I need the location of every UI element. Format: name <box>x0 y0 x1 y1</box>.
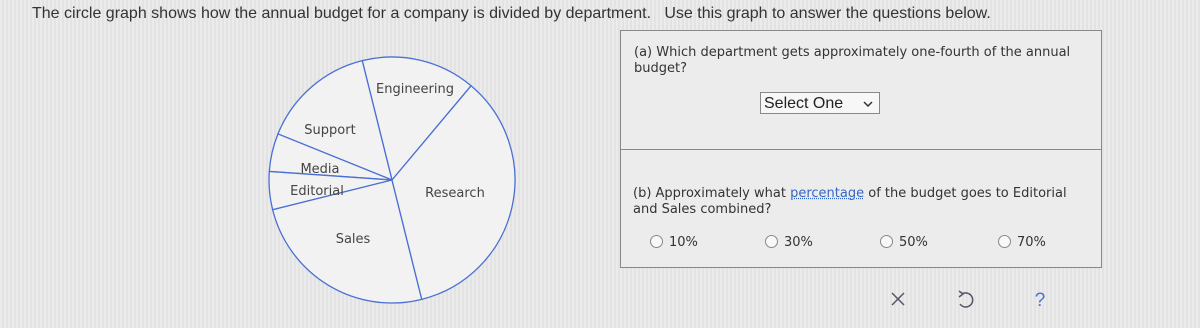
radio-option[interactable]: 70% <box>998 235 1046 250</box>
option-label: 30% <box>784 235 813 250</box>
instructions: The circle graph shows how the annual bu… <box>32 5 991 23</box>
clear-button[interactable] <box>891 292 905 306</box>
question-b: (b) Approximately what percentage of the… <box>633 186 1073 218</box>
slice-label: Research <box>425 186 485 201</box>
pie-slice <box>361 56 472 182</box>
select-dropdown[interactable]: Select One <box>760 92 880 114</box>
option-label: 10% <box>669 235 698 250</box>
instructions-text: Use this graph to answer the questions b… <box>664 5 991 22</box>
slice-label: Engineering <box>376 82 454 97</box>
help-button[interactable]: ? <box>1035 290 1046 311</box>
slice-label: Media <box>300 162 339 177</box>
glossary-link[interactable]: percentage <box>790 186 865 201</box>
option-label: 70% <box>1017 235 1046 250</box>
slice-label: Editorial <box>290 184 344 199</box>
slice-label: Support <box>304 123 355 138</box>
divider <box>621 149 1101 150</box>
pie-slice <box>391 84 516 301</box>
toolbar: ? <box>891 290 1046 311</box>
instructions-text: The circle graph shows how the annual bu… <box>32 5 652 22</box>
pie-slice <box>277 59 393 182</box>
pie-chart: Engineering Support Media Editorial Sales Res… <box>268 56 516 304</box>
radio-button[interactable] <box>765 235 778 248</box>
question-panel <box>620 30 1102 268</box>
radio-button[interactable] <box>998 235 1011 248</box>
pie-slice <box>271 179 423 304</box>
prompt-text: (b) Approximately what <box>633 186 786 201</box>
radio-option[interactable]: 10% <box>650 235 698 250</box>
prompt-text: of the budget goes to Editorial and Sale… <box>633 186 1067 217</box>
question-a: (a) Which department gets approximately … <box>634 45 1071 76</box>
undo-button[interactable] <box>958 290 974 308</box>
select-text: Select One <box>764 95 844 112</box>
radio-option[interactable]: 30% <box>765 235 813 250</box>
radio-button[interactable] <box>880 235 893 248</box>
radio-button[interactable] <box>650 235 663 248</box>
option-label: 50% <box>899 235 928 250</box>
chevron <box>863 101 873 107</box>
radio-option[interactable]: 50% <box>880 235 928 250</box>
slice-label: Sales <box>336 232 371 247</box>
